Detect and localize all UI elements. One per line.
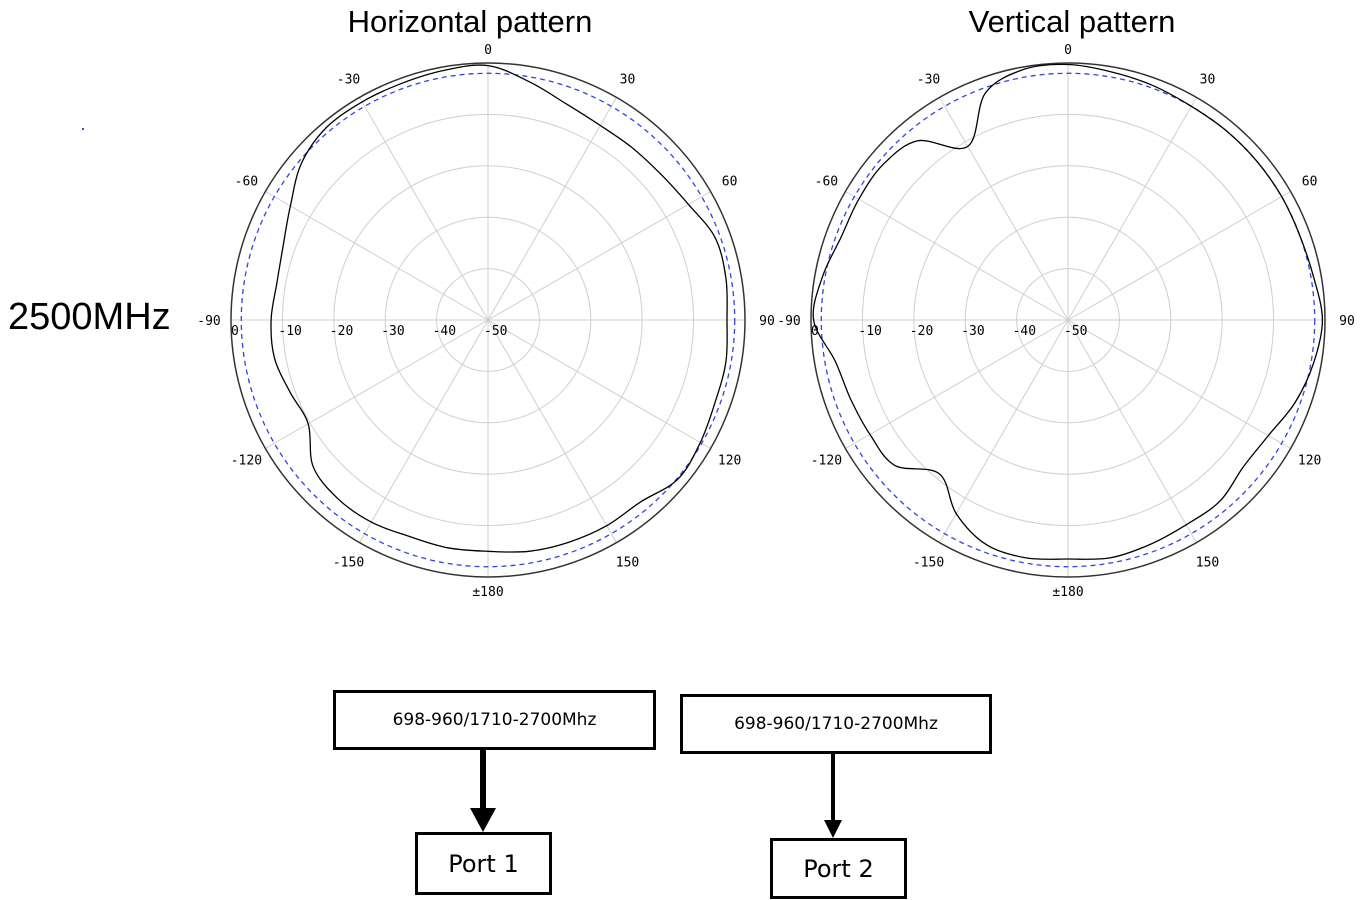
horizontal-reference-circle xyxy=(240,72,736,568)
horizontal-grid-spoke xyxy=(265,191,489,321)
vertical-angle-label: -150 xyxy=(913,556,944,571)
horizontal-radial-label: -20 xyxy=(330,324,353,339)
horizontal-angle-label: 30 xyxy=(620,72,636,87)
vertical-radial-label: 0 xyxy=(811,324,819,339)
horizontal-grid-spoke xyxy=(359,97,489,321)
vertical-grid-spoke xyxy=(845,191,1069,321)
horizontal-angle-label: 0 xyxy=(484,43,492,58)
vertical-angle-label: 150 xyxy=(1196,556,1219,571)
horizontal-radial-label: -50 xyxy=(484,324,507,339)
horizontal-grid-spoke xyxy=(265,319,489,449)
horizontal-grid-spoke xyxy=(487,97,617,321)
vertical-angle-label: 120 xyxy=(1298,454,1321,469)
vertical-polar-chart: 0 30 60 90 120 150 ±180 -150 -120 -90 -60 -30 0 -10 -2… xyxy=(777,43,1355,600)
horizontal-grid-spoke xyxy=(487,319,711,449)
vertical-grid-spoke xyxy=(939,319,1069,543)
horizontal-grid-spoke xyxy=(487,319,617,543)
vertical-radial-label: -50 xyxy=(1064,324,1087,339)
horizontal-radial-label: -40 xyxy=(433,324,456,339)
horizontal-angle-label: -60 xyxy=(235,175,258,190)
vertical-radial-label: -10 xyxy=(858,324,881,339)
port-2-box: Port 2 xyxy=(770,838,907,899)
band-box-2: 698-960/1710-2700Mhz xyxy=(680,694,992,754)
vertical-angle-label: -90 xyxy=(777,314,800,329)
vertical-angle-label: ±180 xyxy=(1052,585,1083,600)
horizontal-grid-spoke xyxy=(359,319,489,543)
horizontal-radial-label: -10 xyxy=(278,324,301,339)
vertical-radial-label: -30 xyxy=(961,324,984,339)
horizontal-angle-label: -30 xyxy=(337,72,360,87)
horizontal-angle-label: 150 xyxy=(616,556,639,571)
arrow-head-2 xyxy=(824,820,842,838)
vertical-grid-spoke xyxy=(845,319,1069,449)
horizontal-outer-circle xyxy=(230,62,746,578)
horizontal-pattern-trace xyxy=(270,64,728,553)
vertical-outer-circle xyxy=(810,62,1326,578)
vertical-chart-title: Vertical pattern xyxy=(968,4,1176,39)
stray-dot xyxy=(82,128,84,130)
horizontal-angle-label: 60 xyxy=(722,175,738,190)
vertical-grid-spoke xyxy=(1067,97,1197,321)
band-box-1: 698-960/1710-2700Mhz xyxy=(333,690,656,750)
vertical-angle-label: 60 xyxy=(1302,175,1318,190)
vertical-angle-label: -30 xyxy=(917,72,940,87)
vertical-grid-spoke xyxy=(1067,319,1291,449)
horizontal-angle-label: ±180 xyxy=(472,585,503,600)
horizontal-angle-label: -90 xyxy=(197,314,220,329)
horizontal-angle-label: 90 xyxy=(759,314,775,329)
arrow-head-1 xyxy=(470,808,496,832)
vertical-angle-label: 30 xyxy=(1200,72,1216,87)
vertical-grid-spoke xyxy=(939,97,1069,321)
horizontal-polar-chart: 0 30 60 90 120 150 ±180 -150 -120 -90 -60 -30 0 -10 -2… xyxy=(197,43,775,600)
vertical-angle-label: 90 xyxy=(1339,314,1355,329)
frequency-label: 2500MHz xyxy=(8,296,171,338)
vertical-grid-spoke xyxy=(1067,191,1291,321)
horizontal-angle-label: -120 xyxy=(231,454,262,469)
vertical-radial-label: -20 xyxy=(910,324,933,339)
vertical-reference-circle xyxy=(820,72,1316,568)
vertical-angle-label: -120 xyxy=(811,454,842,469)
vertical-grid-spoke xyxy=(1067,319,1197,543)
vertical-angle-label: -60 xyxy=(815,175,838,190)
vertical-angle-label: 0 xyxy=(1064,43,1072,58)
horizontal-angle-label: -150 xyxy=(333,556,364,571)
horizontal-angle-label: 120 xyxy=(718,454,741,469)
horizontal-chart-title: Horizontal pattern xyxy=(347,4,593,39)
port-1-box: Port 1 xyxy=(415,832,552,895)
vertical-pattern-trace xyxy=(812,63,1324,560)
horizontal-grid-spoke xyxy=(487,191,711,321)
vertical-radial-label: -40 xyxy=(1013,324,1036,339)
horizontal-radial-label: 0 xyxy=(231,324,239,339)
horizontal-radial-label: -30 xyxy=(381,324,404,339)
